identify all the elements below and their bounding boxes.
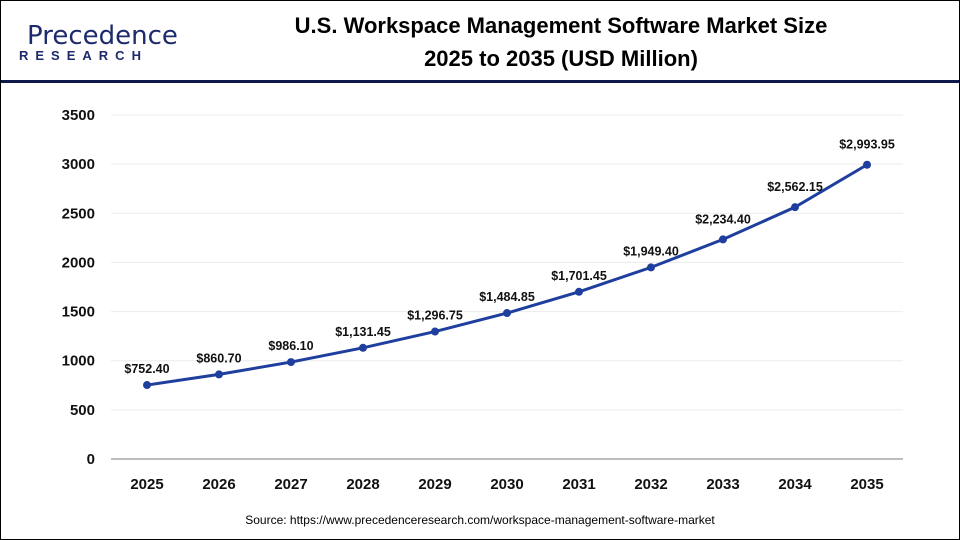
logo-subtext: RESEARCH xyxy=(19,48,148,63)
y-tick-label: 2000 xyxy=(62,254,95,271)
data-point xyxy=(719,235,727,244)
y-tick-label: 1500 xyxy=(62,304,95,321)
logo: Precedence RESEARCH xyxy=(17,21,178,63)
data-label: $1,949.40 xyxy=(623,244,679,258)
source-note: Source: https://www.precedenceresearch.c… xyxy=(245,513,715,527)
y-tick-label: 500 xyxy=(70,402,95,419)
x-tick-label: 2026 xyxy=(202,476,235,493)
data-point xyxy=(215,370,223,379)
x-tick-label: 2034 xyxy=(778,476,812,493)
y-tick-label: 3500 xyxy=(62,107,95,124)
x-tick-label: 2035 xyxy=(850,476,883,493)
y-tick-label: 0 xyxy=(87,451,95,468)
y-tick-label: 1000 xyxy=(62,353,95,370)
data-label: $2,234.40 xyxy=(695,212,751,226)
chart-title: U.S. Workspace Management Software Marke… xyxy=(241,9,881,75)
data-label: $1,296.75 xyxy=(407,309,463,323)
data-point xyxy=(431,327,439,336)
data-label: $2,562.15 xyxy=(767,180,823,194)
data-point xyxy=(647,263,655,272)
data-label: $1,131.45 xyxy=(335,325,391,339)
x-tick-label: 2032 xyxy=(634,476,667,493)
y-tick-label: 2500 xyxy=(62,205,95,222)
x-tick-label: 2025 xyxy=(130,476,163,493)
data-label: $860.70 xyxy=(196,351,241,365)
data-point xyxy=(791,203,799,212)
header-divider xyxy=(1,80,959,83)
data-label: $1,701.45 xyxy=(551,269,607,283)
data-point xyxy=(863,160,871,169)
data-label: $752.40 xyxy=(124,362,169,376)
data-point xyxy=(143,381,151,390)
data-point xyxy=(575,287,583,296)
y-tick-label: 3000 xyxy=(62,156,95,173)
series-line xyxy=(146,163,868,387)
title-line-2: 2025 to 2035 (USD Million) xyxy=(424,46,698,71)
x-tick-label: 2030 xyxy=(490,476,523,493)
title-line-1: U.S. Workspace Management Software Marke… xyxy=(294,13,828,38)
x-tick-label: 2029 xyxy=(418,476,451,493)
logo-text: Precedence xyxy=(27,21,178,51)
data-point xyxy=(287,358,295,367)
data-label: $986.10 xyxy=(268,339,313,353)
x-tick-label: 2033 xyxy=(706,476,739,493)
x-tick-label: 2028 xyxy=(346,476,379,493)
x-tick-label: 2031 xyxy=(562,476,595,493)
data-label: $2,993.95 xyxy=(839,138,895,152)
x-tick-label: 2027 xyxy=(274,476,307,493)
data-point xyxy=(359,343,367,352)
data-label: $1,484.85 xyxy=(479,290,535,304)
data-point xyxy=(503,309,511,318)
